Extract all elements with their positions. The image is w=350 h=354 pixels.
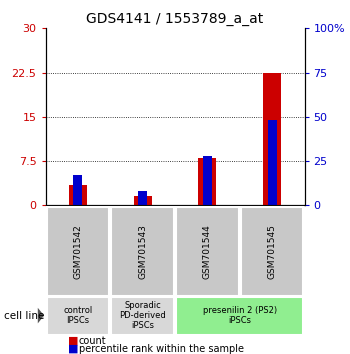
Bar <box>74 175 82 205</box>
Text: count: count <box>79 336 106 346</box>
Bar <box>134 196 152 205</box>
Text: GSM701542: GSM701542 <box>74 224 82 279</box>
Text: ■: ■ <box>68 336 79 346</box>
Polygon shape <box>38 308 44 324</box>
Bar <box>138 191 147 205</box>
Bar <box>198 158 216 205</box>
Text: GSM701543: GSM701543 <box>138 224 147 279</box>
Text: cell line: cell line <box>4 310 44 321</box>
Text: ■: ■ <box>68 344 79 354</box>
Text: percentile rank within the sample: percentile rank within the sample <box>79 344 244 354</box>
Text: presenilin 2 (PS2)
iPSCs: presenilin 2 (PS2) iPSCs <box>203 306 277 325</box>
Title: GDS4141 / 1553789_a_at: GDS4141 / 1553789_a_at <box>86 12 264 26</box>
Bar <box>268 120 276 205</box>
Text: control
IPSCs: control IPSCs <box>63 306 92 325</box>
Text: GSM701545: GSM701545 <box>268 224 276 279</box>
Text: Sporadic
PD-derived
iPSCs: Sporadic PD-derived iPSCs <box>119 301 166 331</box>
Bar <box>263 73 281 205</box>
Bar <box>203 156 212 205</box>
Bar <box>69 185 87 205</box>
Text: GSM701544: GSM701544 <box>203 224 212 279</box>
